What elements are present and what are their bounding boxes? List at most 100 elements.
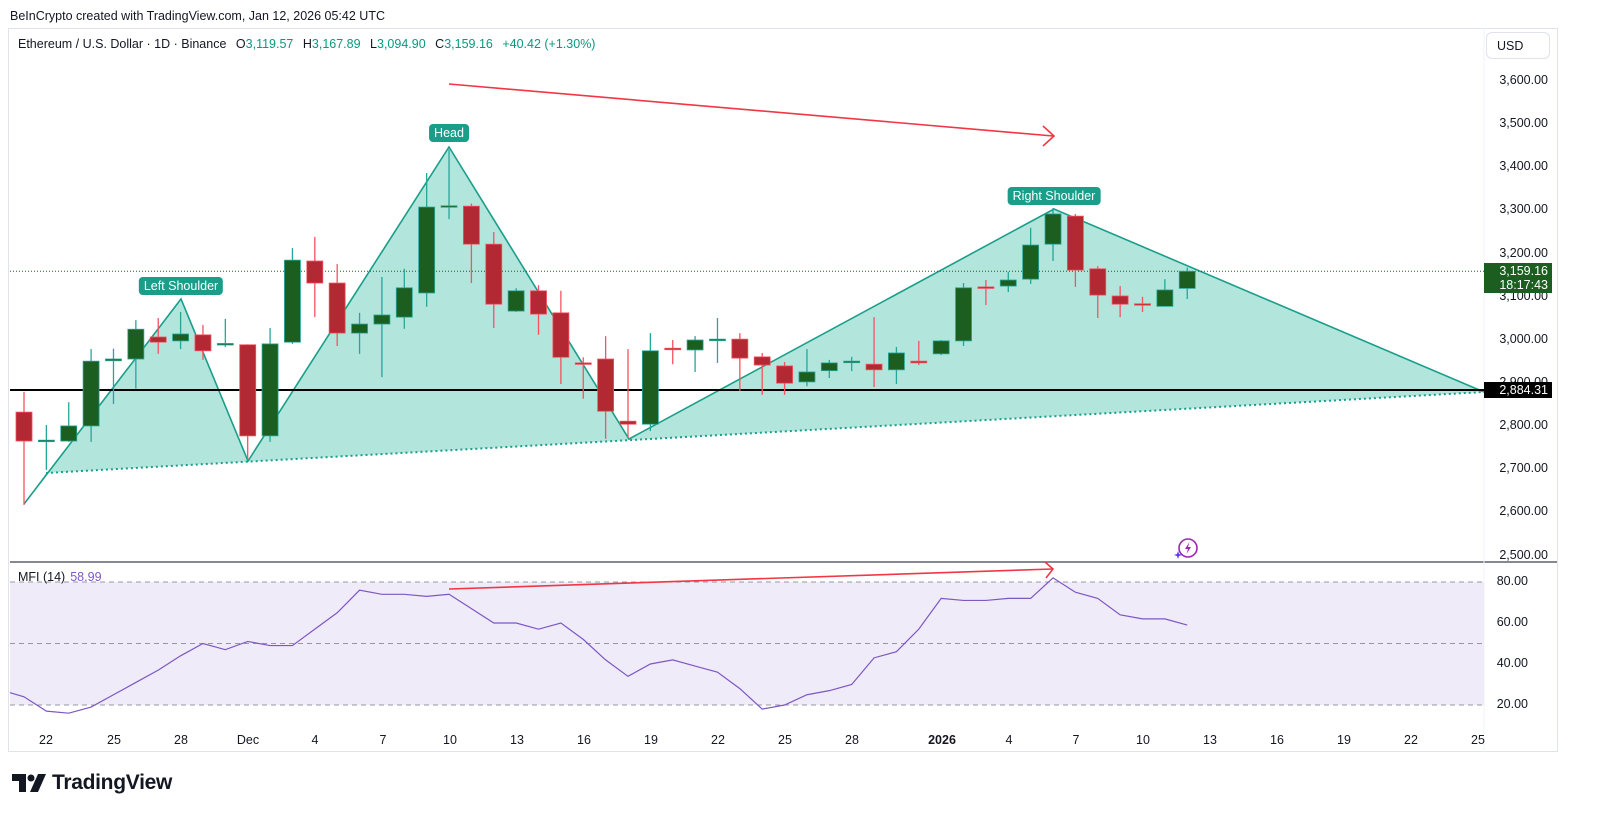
candle-up xyxy=(709,338,726,342)
close-label: C xyxy=(435,37,445,51)
high-value: 3,167.89 xyxy=(311,37,361,51)
time-tick-label: 13 xyxy=(510,733,524,747)
candle-up xyxy=(82,360,100,427)
candle-down xyxy=(910,360,928,364)
candle-down xyxy=(574,362,592,365)
open-value: 3,119.57 xyxy=(245,37,294,51)
time-tick-label: 19 xyxy=(1337,733,1351,747)
candle-up xyxy=(395,287,413,318)
mfi-tick-label: 80.00 xyxy=(1496,574,1528,588)
low-value: 3,094.90 xyxy=(377,37,426,51)
neckline-price-tag: 2,884.31 xyxy=(1484,382,1552,398)
candle-down xyxy=(597,358,615,412)
chart-credit: BeInCrypto created with TradingView.com,… xyxy=(10,9,385,23)
price-tick-label: 3,600.00 xyxy=(1499,73,1548,87)
candle-up xyxy=(999,279,1017,287)
candle-up xyxy=(105,358,122,362)
price-tick-label: 3,000.00 xyxy=(1499,332,1548,346)
close-value: 3,159.16 xyxy=(444,37,493,51)
candle-up xyxy=(932,340,950,355)
time-tick-label: 2026 xyxy=(928,733,956,747)
low-label: L xyxy=(370,37,377,51)
candle-up xyxy=(686,339,704,351)
candle-up xyxy=(216,343,234,346)
price-tick-label: 3,200.00 xyxy=(1499,246,1548,260)
symbol-legend: Ethereum / U.S. Dollar · 1D · Binance O3… xyxy=(18,37,595,51)
left-shoulder-label: Left Shoulder xyxy=(138,277,224,295)
bar-countdown: 18:17:43 xyxy=(1499,278,1548,292)
candle-up xyxy=(127,328,145,360)
pattern-base-dotted xyxy=(45,391,1485,474)
candle-up xyxy=(172,333,189,342)
candle-down xyxy=(194,334,212,352)
price-tick-label: 3,500.00 xyxy=(1499,116,1548,130)
price-tick-label: 3,400.00 xyxy=(1499,159,1548,173)
candle-down xyxy=(977,286,995,289)
time-tick-label: 22 xyxy=(1404,733,1418,747)
candle-down xyxy=(306,260,324,284)
price-tick-label: 3,300.00 xyxy=(1499,202,1548,216)
mfi-value: 58.99 xyxy=(70,570,102,584)
candle-up xyxy=(1178,270,1196,289)
head-label: Head xyxy=(429,124,469,142)
open-label: O xyxy=(235,37,246,51)
candle-up xyxy=(373,314,391,325)
time-tick-label: 25 xyxy=(1471,733,1485,747)
change-value: +40.42 (+1.30%) xyxy=(502,37,596,51)
currency-button[interactable]: USD xyxy=(1486,32,1550,59)
candle-up xyxy=(284,259,301,343)
candle-down xyxy=(1089,268,1107,296)
candle-down xyxy=(149,336,167,343)
time-tick-label: 7 xyxy=(1072,733,1080,747)
mfi-legend: MFI (14) 58.99 xyxy=(18,570,102,584)
chart-frame xyxy=(8,28,1558,752)
symbol-name[interactable]: Ethereum / U.S. Dollar · 1D · Binance xyxy=(18,37,227,51)
last-price-tag: 3,159.16 18:17:43 xyxy=(1484,263,1552,293)
candle-down xyxy=(731,338,749,359)
candle-down xyxy=(865,363,883,371)
time-tick-label: 13 xyxy=(1203,733,1217,747)
candle-up xyxy=(60,425,78,442)
tradingview-logo[interactable]: TradingView xyxy=(12,771,172,795)
candle-up xyxy=(1022,244,1040,280)
time-tick-label: 4 xyxy=(1005,733,1013,747)
candle-up xyxy=(507,290,525,312)
pattern-outline xyxy=(23,145,1485,505)
time-tick-label: 7 xyxy=(379,733,387,747)
candle-up xyxy=(1044,213,1062,245)
candle-up xyxy=(37,439,55,443)
time-tick-label: 25 xyxy=(107,733,121,747)
mfi-divergence-arrow xyxy=(448,568,1054,590)
time-tick-label: 10 xyxy=(1136,733,1150,747)
mfi-line xyxy=(9,577,1188,714)
mfi-tick-label: 60.00 xyxy=(1496,615,1528,629)
price-tick-label: 2,600.00 xyxy=(1499,504,1548,518)
right-shoulder-label: Right Shoulder xyxy=(1007,187,1101,205)
candle-down xyxy=(753,356,771,366)
lightning-alert-icon[interactable] xyxy=(1173,537,1201,566)
tradingview-brand: TradingView xyxy=(52,771,173,794)
mfi-tick-label: 40.00 xyxy=(1496,656,1528,670)
candle-up xyxy=(888,352,905,371)
candle-down xyxy=(328,282,346,334)
time-tick-label: 22 xyxy=(39,733,53,747)
time-tick-label: 16 xyxy=(1270,733,1284,747)
candle-down xyxy=(1134,303,1151,306)
candle-up xyxy=(1156,289,1174,307)
last-price-value: 3,159.16 xyxy=(1499,264,1548,278)
price-tick-label: 2,800.00 xyxy=(1499,418,1548,432)
candle-down xyxy=(1111,295,1129,305)
candle-up xyxy=(440,205,458,208)
candle-down xyxy=(462,205,480,245)
candle-down xyxy=(530,290,547,315)
candle-up xyxy=(418,206,436,294)
candle-up xyxy=(641,350,659,425)
price-divergence-arrow xyxy=(448,83,1054,137)
mfi-label[interactable]: MFI (14) xyxy=(18,570,66,584)
time-tick-label: 22 xyxy=(711,733,725,747)
candle-down xyxy=(239,344,257,437)
time-tick-label: 28 xyxy=(174,733,188,747)
pattern-area xyxy=(24,147,1484,504)
candle-up xyxy=(261,343,279,437)
